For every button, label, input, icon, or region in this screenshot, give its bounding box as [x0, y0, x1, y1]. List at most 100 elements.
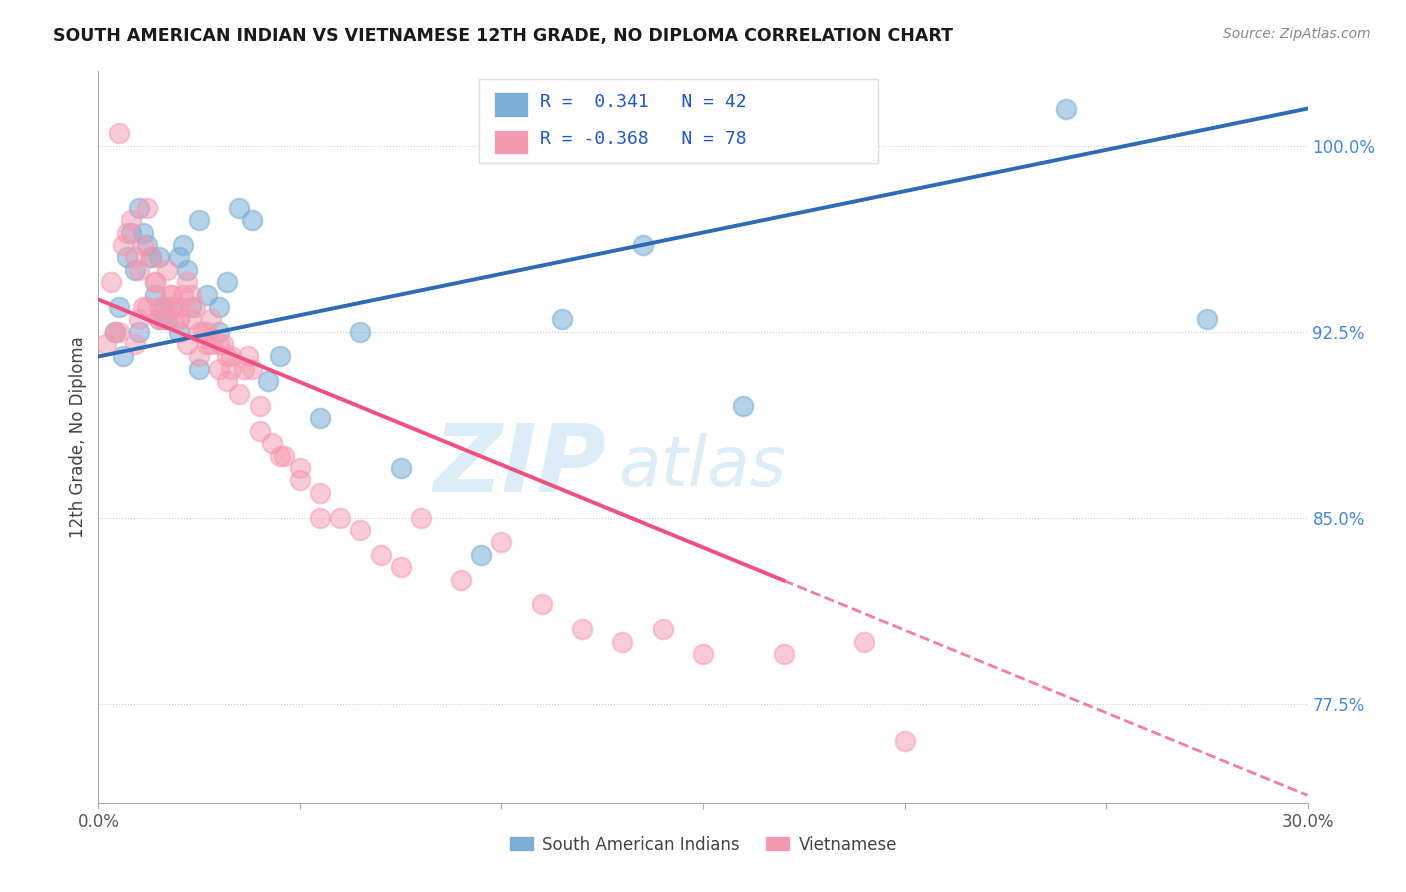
Point [612, 634, 634, 648]
Point [111, 238, 134, 252]
Point [1054, 102, 1077, 116]
Point [651, 622, 673, 636]
Point [221, 350, 243, 364]
Point [217, 374, 239, 388]
Point [128, 312, 150, 326]
Point [135, 238, 157, 252]
Point [491, 535, 513, 549]
Point [180, 300, 202, 314]
Point [409, 510, 432, 524]
Bar [494, 130, 527, 154]
Point [288, 461, 311, 475]
Point [148, 250, 170, 264]
Text: Source: ZipAtlas.com: Source: ZipAtlas.com [1223, 27, 1371, 41]
Point [107, 126, 129, 140]
Point [188, 325, 211, 339]
Point [188, 362, 211, 376]
Point [115, 226, 138, 240]
Point [135, 201, 157, 215]
Point [349, 523, 371, 537]
Point [349, 325, 371, 339]
Point [160, 300, 183, 314]
Point [120, 213, 142, 227]
Point [217, 350, 239, 364]
Point [143, 275, 166, 289]
Point [212, 337, 235, 351]
Text: atlas: atlas [619, 433, 786, 500]
Point [132, 238, 155, 252]
Point [853, 634, 876, 648]
Point [692, 647, 714, 661]
Point [309, 510, 332, 524]
Point [139, 250, 162, 264]
Point [208, 362, 231, 376]
Point [132, 226, 155, 240]
Point [200, 337, 222, 351]
Point [249, 424, 271, 438]
Point [273, 449, 295, 463]
Point [249, 399, 271, 413]
Bar [494, 92, 527, 117]
Text: R = -0.368   N = 78: R = -0.368 N = 78 [540, 130, 747, 148]
Point [329, 510, 352, 524]
Point [389, 560, 412, 574]
Point [167, 312, 190, 326]
Point [124, 337, 146, 351]
Point [853, 126, 876, 140]
Point [288, 474, 311, 488]
Text: R =  0.341   N = 42: R = 0.341 N = 42 [540, 94, 747, 112]
Point [148, 312, 170, 326]
Point [733, 399, 755, 413]
Point [152, 312, 174, 326]
Point [128, 325, 150, 339]
Point [124, 262, 146, 277]
Point [208, 300, 231, 314]
Text: SOUTH AMERICAN INDIAN VS VIETNAMESE 12TH GRADE, NO DIPLOMA CORRELATION CHART: SOUTH AMERICAN INDIAN VS VIETNAMESE 12TH… [53, 27, 953, 45]
Point [100, 275, 122, 289]
Point [152, 300, 174, 314]
Point [107, 325, 129, 339]
FancyBboxPatch shape [479, 78, 879, 163]
Point [135, 300, 157, 314]
Point [256, 374, 278, 388]
Point [551, 312, 574, 326]
Point [124, 250, 146, 264]
Point [120, 226, 142, 240]
Point [200, 312, 222, 326]
Point [103, 325, 125, 339]
Point [180, 287, 202, 301]
Point [96, 337, 118, 351]
Point [132, 300, 155, 314]
Point [143, 287, 166, 301]
Point [195, 287, 218, 301]
Point [221, 362, 243, 376]
Point [148, 300, 170, 314]
Point [450, 573, 472, 587]
Point [167, 325, 190, 339]
Point [160, 287, 183, 301]
Y-axis label: 12th Grade, No Diploma: 12th Grade, No Diploma [69, 336, 87, 538]
Point [107, 300, 129, 314]
Point [232, 362, 254, 376]
Point [176, 337, 198, 351]
Point [167, 300, 190, 314]
Point [269, 449, 291, 463]
Point [188, 213, 211, 227]
Point [152, 300, 174, 314]
Point [269, 350, 291, 364]
Point [893, 734, 915, 748]
Point [240, 213, 263, 227]
Point [389, 461, 412, 475]
Point [128, 201, 150, 215]
Point [167, 312, 190, 326]
Point [370, 548, 392, 562]
Point [163, 300, 186, 314]
Point [103, 325, 125, 339]
Legend: South American Indians, Vietnamese: South American Indians, Vietnamese [502, 829, 904, 860]
Point [631, 238, 654, 252]
Point [208, 325, 231, 339]
Point [148, 312, 170, 326]
Point [167, 250, 190, 264]
Point [236, 350, 259, 364]
Point [228, 201, 250, 215]
